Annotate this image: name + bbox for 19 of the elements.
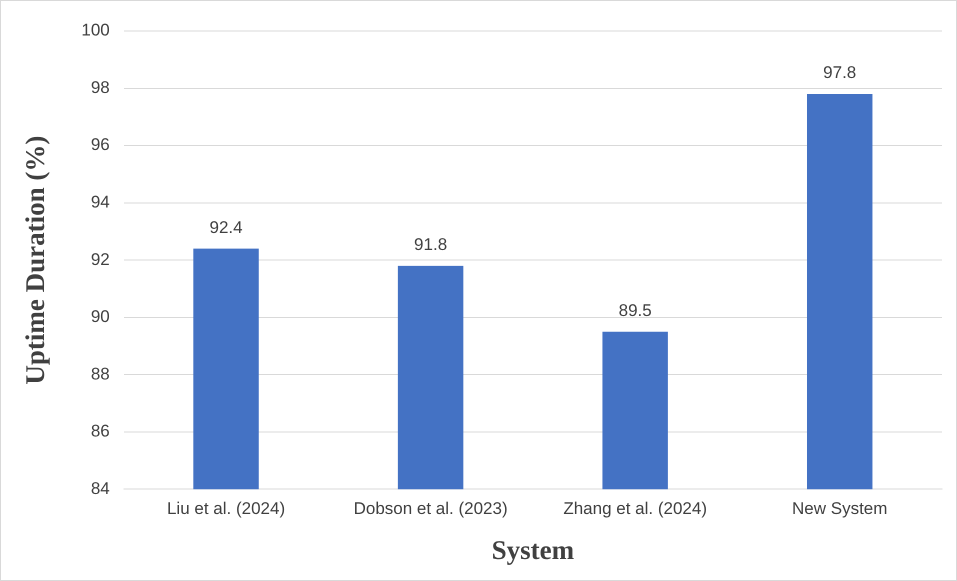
y-tick-label: 92 <box>90 250 110 269</box>
y-axis-title: Uptime Duration (%) <box>20 136 50 385</box>
x-tick-label: Liu et al. (2024) <box>166 499 286 518</box>
x-axis-title: System <box>492 534 575 565</box>
y-tick-label: 90 <box>90 307 110 326</box>
y-tick-label: 94 <box>90 192 110 212</box>
data-label: 89.5 <box>618 300 652 320</box>
y-tick-label: 96 <box>90 135 110 154</box>
x-tick-label: Dobson et al. (2023) <box>354 499 508 518</box>
data-label: 92.4 <box>209 218 243 237</box>
y-tick-label: 100 <box>81 20 110 40</box>
y-tick-label: 98 <box>90 78 110 97</box>
y-tick-label: 84 <box>90 478 110 498</box>
y-tick-label: 88 <box>90 364 110 384</box>
x-tick-label: New System <box>792 499 888 518</box>
data-label: 97.8 <box>823 63 856 82</box>
y-tick-label: 86 <box>90 422 110 441</box>
data-label: 91.8 <box>414 235 448 254</box>
x-tick-label: Zhang et al. (2024) <box>563 499 707 518</box>
